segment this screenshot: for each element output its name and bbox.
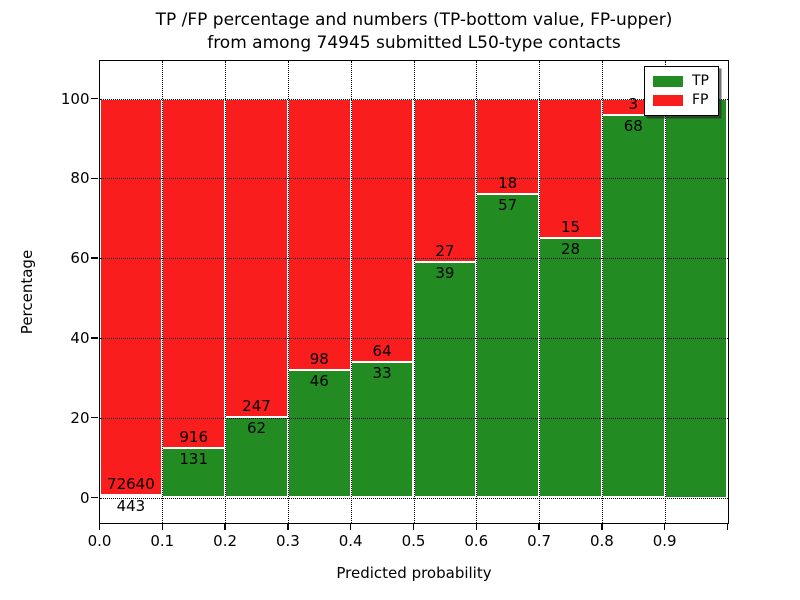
tp-count-label: 443 [116, 497, 146, 516]
bar-fp-segment [162, 98, 226, 448]
x-tick-mark [663, 522, 666, 530]
bar-tp-segment [476, 194, 540, 498]
fp-legend-swatch [653, 95, 683, 106]
bar-fp-segment [413, 98, 477, 262]
tp-count-label: 131 [179, 449, 209, 468]
plot-inner: 72640 443 916 131 247 62 98 46 64 33 27 39 18 57 15 28 3… [61, 60, 729, 550]
x-tick-label: 0.6 [464, 531, 489, 550]
bar-tp-segment [413, 261, 477, 498]
y-tick-mark [91, 97, 98, 100]
x-gridline [225, 60, 227, 523]
fp-count-label: 98 [309, 350, 329, 369]
chart-title-line1: TP /FP percentage and numbers (TP-bottom… [155, 10, 673, 30]
chart-title-line2: from among 74945 submitted L50-type cont… [207, 33, 621, 53]
bar-tp-segment [287, 370, 351, 498]
x-gridline [539, 60, 541, 523]
y-tick-mark [91, 496, 98, 499]
y-tick-label: 40 [70, 328, 90, 347]
bar-tp-segment [601, 115, 665, 498]
bar-tp-segment [99, 495, 163, 498]
fp-legend-label: FP [692, 92, 709, 108]
x-axis-label: Predicted probability [336, 564, 492, 582]
x-tick-label: 0.8 [589, 531, 614, 550]
y-tick-label: 100 [60, 89, 90, 108]
y-tick-label: 60 [70, 249, 90, 268]
x-tick-mark [287, 522, 289, 530]
tp-count-label: 68 [623, 117, 643, 136]
fp-count-label: 18 [498, 174, 518, 193]
x-tick-mark [224, 522, 226, 530]
tp-legend-label: TP [692, 73, 709, 89]
tp-count-label: 39 [435, 263, 455, 282]
bar-tp-segment [225, 417, 288, 498]
tp-count-label: 57 [498, 196, 518, 215]
x-tick-label: 0.0 [87, 531, 112, 550]
plot-area: 72640 443 916 131 247 62 98 46 64 33 27 39 18 57 15 28 3… [61, 59, 729, 550]
bar-fp-segment [225, 98, 288, 418]
bar-tp-segment [539, 237, 602, 498]
x-tick-mark [538, 522, 540, 530]
x-tick-mark [412, 522, 415, 530]
bar-tp-segment [664, 98, 728, 498]
bar-tp-segment [162, 447, 226, 498]
fp-count-label: 916 [179, 427, 209, 446]
y-tick-label: 20 [70, 408, 90, 427]
x-gridline [350, 60, 352, 523]
x-tick-mark [161, 522, 164, 530]
y-tick-mark [91, 337, 98, 339]
tp-count-label: 28 [560, 239, 581, 258]
bar-fp-segment [99, 98, 163, 496]
x-gridline [476, 60, 478, 523]
bar-fp-segment [476, 98, 540, 195]
x-tick-mark [475, 522, 478, 530]
tp-count-label: 33 [372, 363, 392, 382]
fp-count-label: 72640 [107, 475, 155, 494]
y-tick-mark [91, 257, 98, 259]
x-gridline [601, 60, 603, 523]
x-tick-mark [98, 522, 101, 530]
legend: TP FP [644, 66, 719, 116]
x-tick-mark [601, 522, 603, 530]
fp-count-label: 64 [372, 341, 392, 360]
fp-count-label: 15 [560, 217, 581, 236]
legend-row-tp: TP [653, 72, 709, 91]
bar-tp-segment [350, 361, 414, 498]
tp-count-label: 62 [246, 419, 267, 438]
y-tick-mark [91, 177, 98, 180]
x-tick-label: 0.2 [213, 531, 238, 550]
x-gridline [287, 60, 289, 523]
x-tick-label: 0.7 [527, 531, 552, 550]
x-tick-label: 0.4 [338, 531, 363, 550]
bar-fp-segment [350, 98, 414, 362]
x-gridline [664, 60, 666, 523]
x-tick-label: 0.1 [150, 531, 175, 550]
tp-legend-swatch [653, 76, 683, 87]
tp-count-label: 46 [309, 372, 329, 391]
y-tick-mark [91, 416, 98, 419]
fp-count-label: 27 [435, 241, 455, 260]
bar-fp-segment [287, 98, 351, 371]
x-tick-mark [349, 522, 352, 530]
x-gridline [162, 60, 164, 523]
x-tick-label: 0.3 [275, 531, 300, 550]
x-tick-mark [726, 522, 729, 530]
fp-count-label: 247 [242, 397, 271, 416]
x-gridline [413, 60, 415, 523]
x-tick-label: 0.9 [652, 531, 677, 550]
y-tick-label: 0 [79, 488, 90, 507]
bar-fp-segment [539, 98, 602, 238]
y-axis-label: Percentage [18, 249, 36, 335]
legend-row-fp: FP [653, 91, 709, 110]
x-tick-label: 0.5 [401, 531, 426, 550]
fp-count-label: 3 [628, 95, 639, 114]
y-tick-label: 80 [70, 169, 90, 188]
